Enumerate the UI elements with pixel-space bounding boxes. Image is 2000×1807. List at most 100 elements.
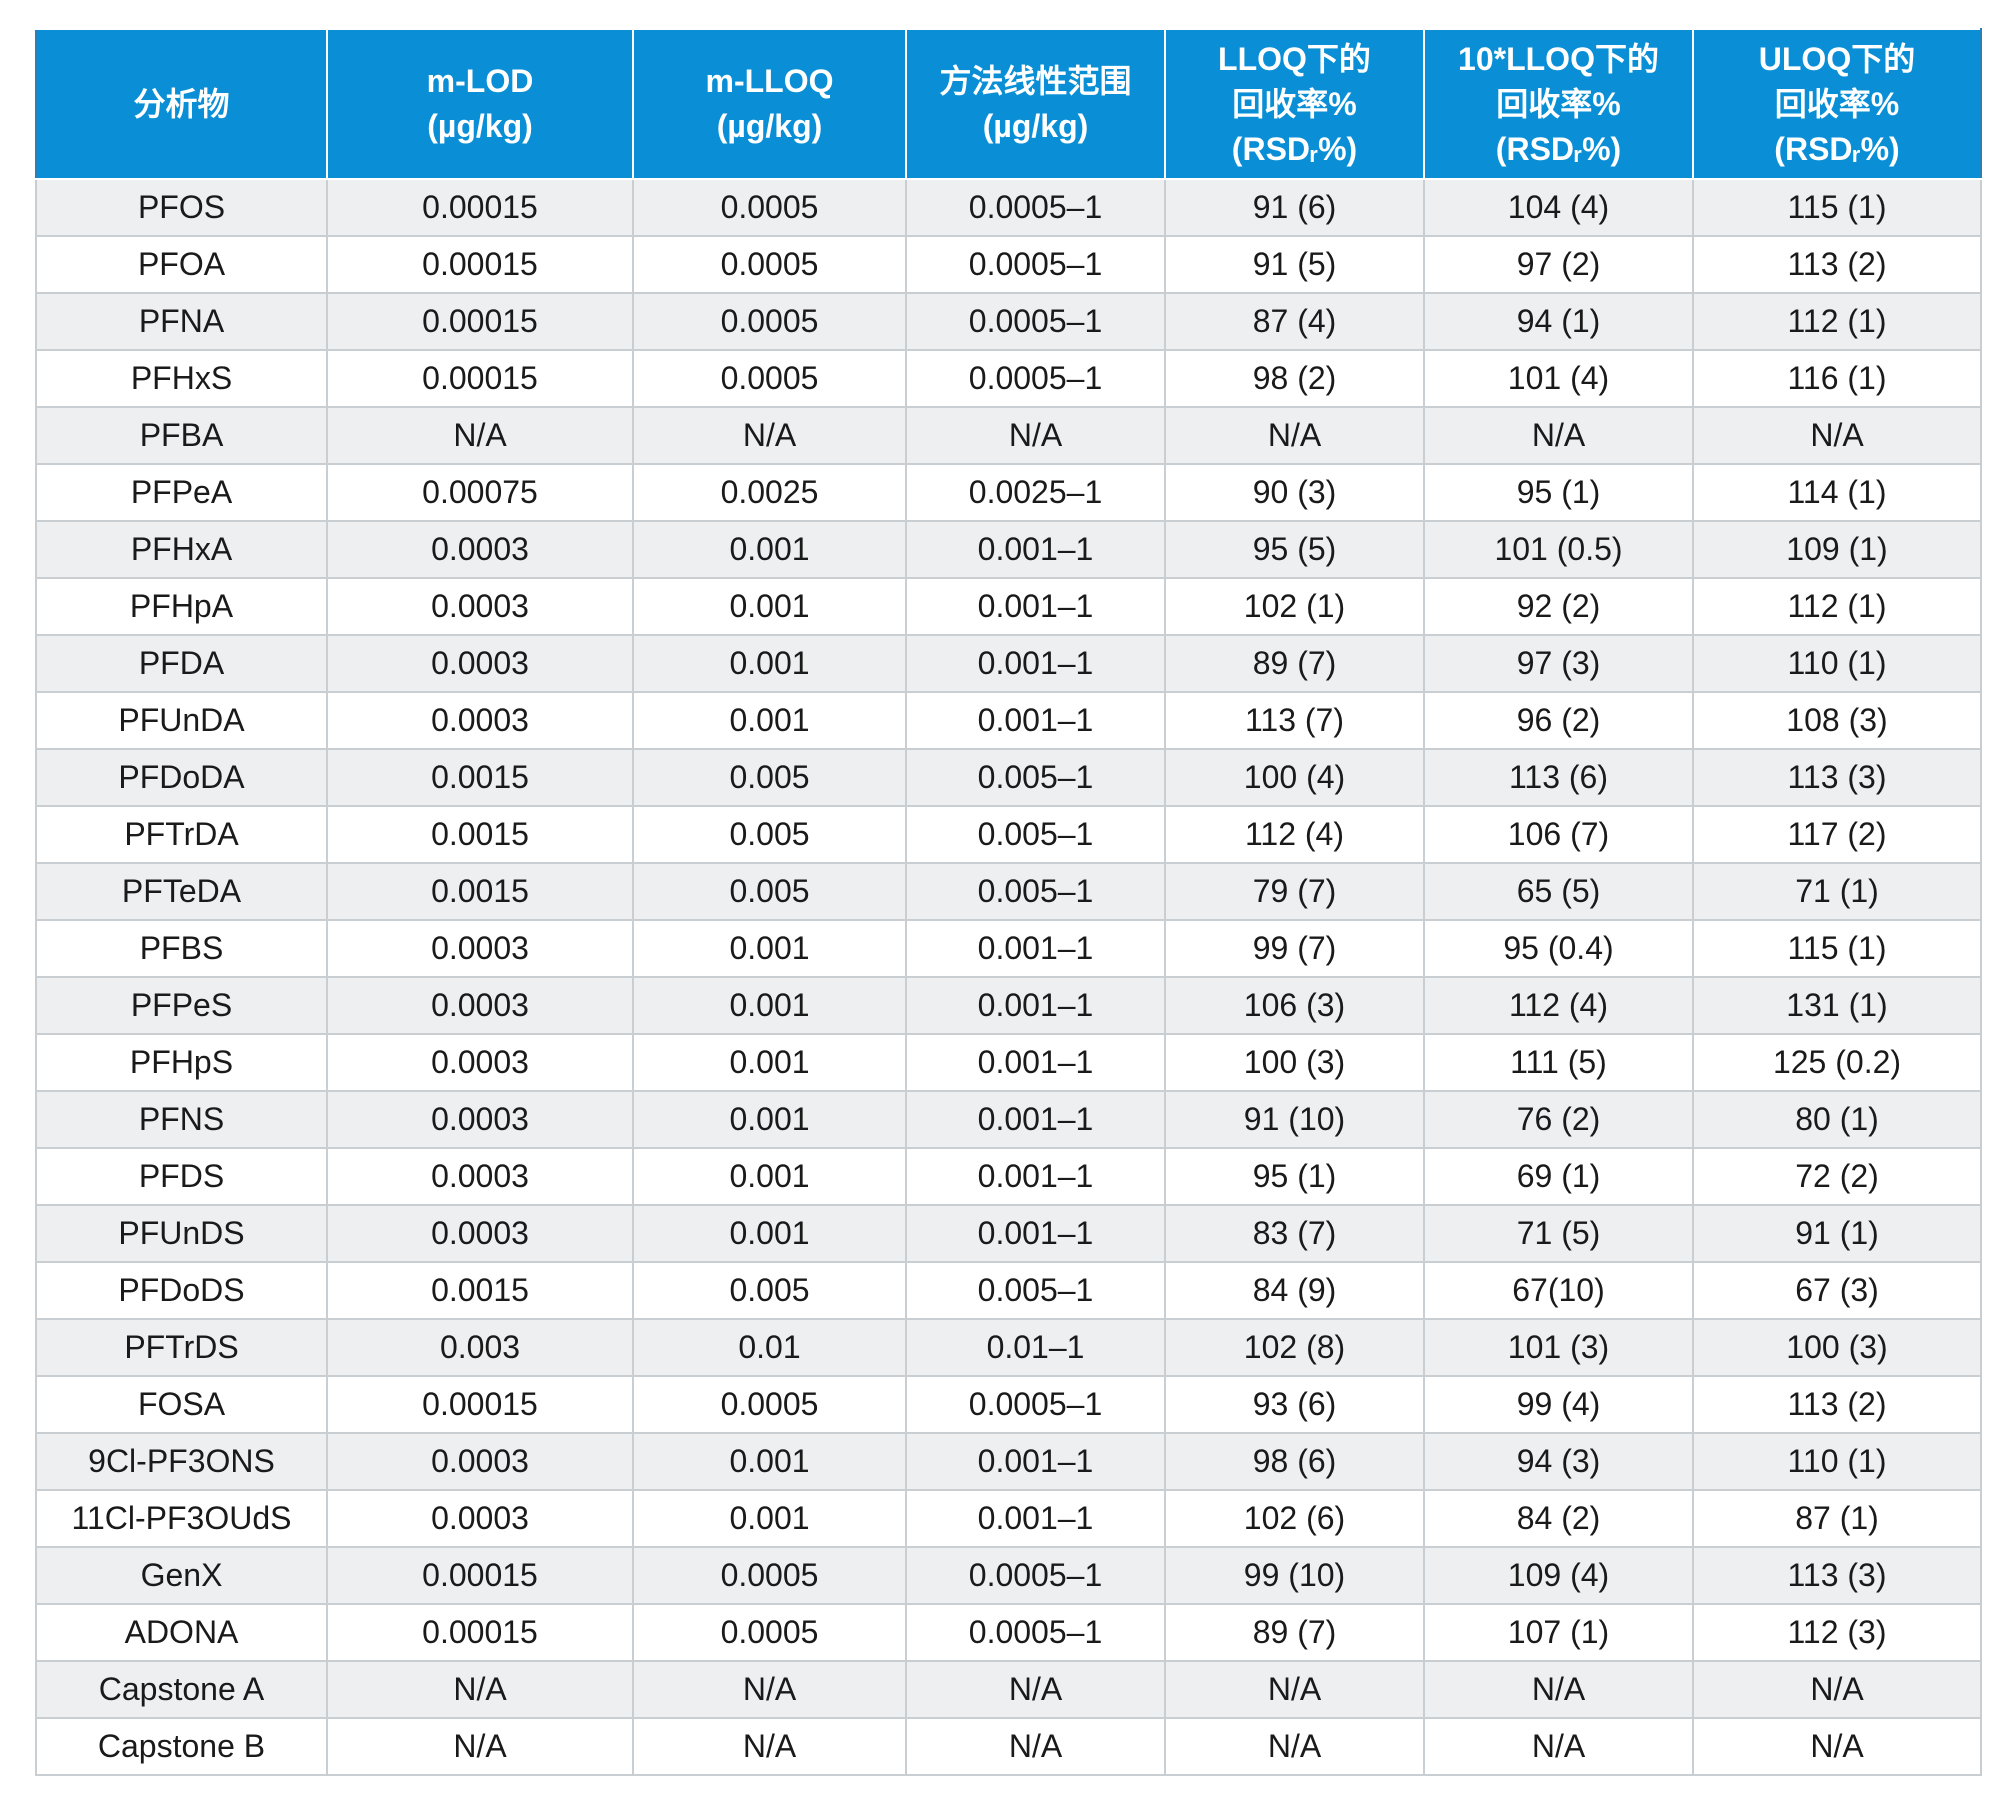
table-row: PFTrDS 0.003 0.01 0.01–1 102 (8) 101 (3) 100 (… <box>35 1318 1982 1377</box>
cell-m-lloq: 0.005 <box>632 862 907 921</box>
cell-m-lod: N/A <box>326 1660 634 1719</box>
cell-m-lod: 0.00075 <box>326 463 634 522</box>
cell-recovery-10x-lloq: 84 (2) <box>1423 1489 1694 1548</box>
cell-recovery-10x-lloq: 112 (4) <box>1423 976 1694 1035</box>
cell-m-lod: 0.00015 <box>326 292 634 351</box>
table-row: PFHxA 0.0003 0.001 0.001–1 95 (5) 101 (0.5) 10… <box>35 520 1982 579</box>
table-row: PFOS 0.00015 0.0005 0.0005–1 91 (6) 104 (4) 11… <box>35 178 1982 237</box>
cell-m-lloq: 0.001 <box>632 1204 907 1263</box>
cell-recovery-lloq: 79 (7) <box>1164 862 1425 921</box>
cell-recovery-uloq: N/A <box>1692 406 1982 465</box>
cell-recovery-uloq: 112 (1) <box>1692 292 1982 351</box>
cell-recovery-10x-lloq: 106 (7) <box>1423 805 1694 864</box>
column-header-line: ULOQ下的 <box>1758 40 1916 77</box>
column-header-line: 分析物 <box>133 85 230 122</box>
column-header-analyte: 分析物 <box>35 28 328 180</box>
column-header-line: LLOQ下的 <box>1218 40 1371 77</box>
cell-m-lod: 0.0003 <box>326 976 634 1035</box>
cell-recovery-lloq: 93 (6) <box>1164 1375 1425 1434</box>
table-row: PFNS 0.0003 0.001 0.001–1 91 (10) 76 (2) 80 (1… <box>35 1090 1982 1149</box>
cell-m-lod: 0.00015 <box>326 1375 634 1434</box>
table-row: 11Cl-PF3OUdS 0.0003 0.001 0.001–1 102 (6) 84 … <box>35 1489 1982 1548</box>
column-header-line: 方法线性范围 <box>939 63 1132 99</box>
cell-recovery-uloq: 100 (3) <box>1692 1318 1982 1377</box>
cell-recovery-10x-lloq: 65 (5) <box>1423 862 1694 921</box>
cell-analyte: PFDS <box>35 1147 328 1206</box>
cell-recovery-lloq: 89 (7) <box>1164 1603 1425 1662</box>
cell-linear-range: N/A <box>905 406 1166 465</box>
cell-recovery-uloq: N/A <box>1692 1660 1982 1719</box>
column-header-line: (µg/kg) <box>716 108 823 144</box>
column-header-recovery-10x-lloq: 10*LLOQ下的 回收率% (RSDᵣ%) <box>1423 28 1694 180</box>
table-header: 分析物 m-LOD (µg/kg) m-LLOQ (µg/kg) 方法线性范围 (µg/kg… <box>35 28 1982 180</box>
column-header-line: 10*LLOQ下的 <box>1458 40 1659 77</box>
cell-m-lod: 0.0003 <box>326 1033 634 1092</box>
cell-m-lloq: 0.0005 <box>632 1375 907 1434</box>
cell-m-lod: N/A <box>326 1717 634 1776</box>
cell-analyte: PFPeS <box>35 976 328 1035</box>
column-header-line: m-LOD <box>426 63 534 99</box>
cell-m-lloq: 0.01 <box>632 1318 907 1377</box>
table-row: PFBA N/A N/A N/A N/A N/A N/A <box>35 406 1982 465</box>
cell-analyte: PFNA <box>35 292 328 351</box>
table-row: PFTeDA 0.0015 0.005 0.005–1 79 (7) 65 (5) 71 (… <box>35 862 1982 921</box>
column-header-line: (RSDᵣ%) <box>1231 130 1358 167</box>
cell-recovery-10x-lloq: 95 (0.4) <box>1423 919 1694 978</box>
cell-recovery-10x-lloq: 101 (0.5) <box>1423 520 1694 579</box>
cell-linear-range: 0.0005–1 <box>905 235 1166 294</box>
cell-recovery-uloq: 72 (2) <box>1692 1147 1982 1206</box>
cell-recovery-10x-lloq: 113 (6) <box>1423 748 1694 807</box>
cell-recovery-lloq: 83 (7) <box>1164 1204 1425 1263</box>
cell-m-lod: 0.0015 <box>326 1261 634 1320</box>
cell-linear-range: 0.0005–1 <box>905 1375 1166 1434</box>
table-row: PFNA 0.00015 0.0005 0.0005–1 87 (4) 94 (1) 112… <box>35 292 1982 351</box>
cell-m-lloq: 0.0005 <box>632 178 907 237</box>
column-header-line: (RSDᵣ%) <box>1774 130 1900 167</box>
cell-linear-range: 0.001–1 <box>905 976 1166 1035</box>
cell-analyte: PFUnDS <box>35 1204 328 1263</box>
cell-m-lloq: 0.001 <box>632 691 907 750</box>
cell-m-lod: 0.0003 <box>326 520 634 579</box>
cell-m-lloq: 0.001 <box>632 1033 907 1092</box>
cell-m-lod: 0.0015 <box>326 862 634 921</box>
cell-m-lod: 0.0003 <box>326 1489 634 1548</box>
table-row: Capstone A N/A N/A N/A N/A N/A N/A <box>35 1660 1982 1719</box>
column-header-recovery-uloq: ULOQ下的 回收率% (RSDᵣ%) <box>1692 28 1982 180</box>
cell-recovery-uloq: 113 (2) <box>1692 1375 1982 1434</box>
table-row: PFHxS 0.00015 0.0005 0.0005–1 98 (2) 101 (4) 1… <box>35 349 1982 408</box>
cell-recovery-10x-lloq: 69 (1) <box>1423 1147 1694 1206</box>
cell-analyte: 9Cl-PF3ONS <box>35 1432 328 1491</box>
cell-recovery-lloq: 113 (7) <box>1164 691 1425 750</box>
cell-linear-range: 0.001–1 <box>905 577 1166 636</box>
results-table: 分析物 m-LOD (µg/kg) m-LLOQ (µg/kg) 方法线性范围 (µg/kg… <box>35 28 1982 1776</box>
cell-m-lod: 0.003 <box>326 1318 634 1377</box>
cell-recovery-10x-lloq: 101 (4) <box>1423 349 1694 408</box>
cell-recovery-lloq: 91 (10) <box>1164 1090 1425 1149</box>
cell-linear-range: 0.005–1 <box>905 862 1166 921</box>
cell-recovery-10x-lloq: 76 (2) <box>1423 1090 1694 1149</box>
cell-recovery-lloq: 100 (3) <box>1164 1033 1425 1092</box>
cell-linear-range: 0.001–1 <box>905 1204 1166 1263</box>
cell-recovery-10x-lloq: 97 (3) <box>1423 634 1694 693</box>
cell-recovery-lloq: 84 (9) <box>1164 1261 1425 1320</box>
cell-analyte: PFBS <box>35 919 328 978</box>
column-header-line: 回收率% <box>1496 85 1621 122</box>
cell-recovery-10x-lloq: 111 (5) <box>1423 1033 1694 1092</box>
cell-m-lod: 0.00015 <box>326 349 634 408</box>
cell-analyte: FOSA <box>35 1375 328 1434</box>
column-header-line: 回收率% <box>1774 85 1900 122</box>
column-header-m-lloq: m-LLOQ (µg/kg) <box>632 28 907 180</box>
column-header-line: 回收率% <box>1232 85 1357 122</box>
cell-recovery-lloq: 90 (3) <box>1164 463 1425 522</box>
cell-analyte: PFDoDS <box>35 1261 328 1320</box>
cell-recovery-10x-lloq: 101 (3) <box>1423 1318 1694 1377</box>
cell-analyte: GenX <box>35 1546 328 1605</box>
cell-analyte: 11Cl-PF3OUdS <box>35 1489 328 1548</box>
cell-recovery-10x-lloq: 97 (2) <box>1423 235 1694 294</box>
cell-recovery-uloq: 115 (1) <box>1692 178 1982 237</box>
cell-m-lloq: 0.001 <box>632 634 907 693</box>
cell-recovery-uloq: 117 (2) <box>1692 805 1982 864</box>
cell-recovery-uloq: 110 (1) <box>1692 1432 1982 1491</box>
cell-m-lod: 0.0003 <box>326 634 634 693</box>
table-row: PFBS 0.0003 0.001 0.001–1 99 (7) 95 (0.4) 115 … <box>35 919 1982 978</box>
